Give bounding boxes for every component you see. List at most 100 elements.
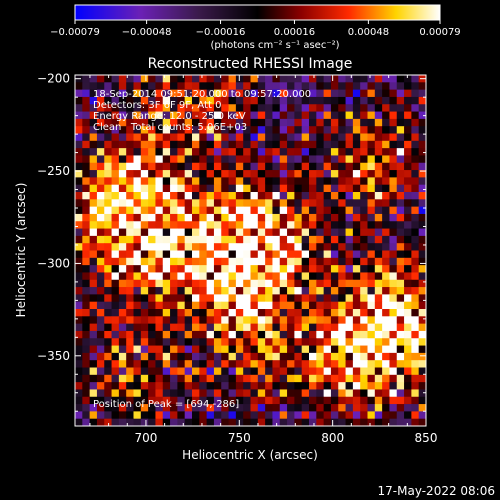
heatmap-cell [404,360,412,368]
heatmap-cell [265,367,273,376]
heatmap-cell [228,192,237,200]
heatmap-cell [104,155,112,164]
heatmap-cell [177,257,186,266]
heatmap-cell [411,396,420,405]
heatmap-cell [155,367,164,376]
heatmap-cell [294,221,303,229]
heatmap-cell [345,104,354,112]
heatmap-cell [382,118,390,127]
heatmap-cell [221,338,229,346]
heatmap-cell [396,309,405,317]
heatmap-cell [367,250,376,259]
heatmap-cell [272,82,281,91]
heatmap-cell [126,82,134,91]
heatmap-cell [265,309,273,317]
heatmap-cell [82,75,91,83]
heatmap-cell [374,250,383,259]
heatmap-cell [184,221,193,229]
heatmap-cell [177,118,186,127]
heatmap-cell [82,213,91,222]
heatmap-cell [104,89,112,98]
heatmap-cell [382,316,390,325]
heatmap-cell [133,294,142,303]
heatmap-cell [345,389,354,398]
heatmap-cell [235,396,244,405]
heatmap-cell [89,404,98,412]
heatmap-cell [235,389,244,398]
heatmap-cell [279,235,288,244]
heatmap-cell [367,82,376,91]
heatmap-cell [309,345,317,354]
heatmap-cell [382,396,390,405]
heatmap-cell [360,148,368,156]
heatmap-cell [396,177,405,186]
heatmap-cell [213,309,222,317]
heatmap-cell [389,221,398,229]
heatmap-cell [323,294,332,303]
heatmap-cell [118,221,127,229]
heatmap-cell [170,367,178,376]
heatmap-cell [213,89,222,98]
heatmap-cell [148,352,156,361]
heatmap-cell [360,345,368,354]
heatmap-cell [235,338,244,346]
heatmap-cell [330,360,339,368]
heatmap-cell [126,338,134,346]
heatmap-cell [104,206,112,215]
heatmap-cell [104,279,112,288]
heatmap-cell [330,330,339,339]
heatmap-cell [126,192,134,200]
heatmap-cell [287,221,295,229]
heatmap-cell [89,367,98,376]
heatmap-cell [330,148,339,156]
heatmap-cell [360,235,368,244]
heatmap-cell [374,272,383,281]
heatmap-cell [418,89,426,98]
heatmap-cell [104,257,112,266]
heatmap-cell [133,360,142,368]
heatmap-cell [279,170,288,178]
heatmap-cell [360,140,368,149]
heatmap-cell [75,184,83,193]
heatmap-cell [184,396,193,405]
heatmap-cell [111,206,120,215]
heatmap-cell [396,228,405,237]
heatmap-cell [352,411,361,420]
heatmap-cell [374,162,383,171]
heatmap-cell [360,228,368,237]
heatmap-cell [140,316,149,325]
heatmap-cell [148,155,156,164]
heatmap-cell [294,389,303,398]
heatmap-cell [330,382,339,390]
heatmap-cell [272,250,281,259]
heatmap-cell [82,170,91,178]
heatmap-cell [294,192,303,200]
heatmap-cell [382,206,390,215]
heatmap-cell [96,367,105,376]
heatmap-cell [309,250,317,259]
heatmap-cell [206,140,215,149]
heatmap-cell [96,170,105,178]
heatmap-cell [352,111,361,120]
heatmap-cell [309,126,317,134]
heatmap-cell [418,330,426,339]
heatmap-cell [360,301,368,310]
x-tick-label: 700 [134,431,157,445]
heatmap-cell [82,374,91,383]
heatmap-cell [294,411,303,420]
heatmap-cell [82,323,91,332]
heatmap-cell [330,96,339,105]
heatmap-cell [162,374,171,383]
heatmap-cell [316,192,325,200]
heatmap-cell [272,133,281,142]
heatmap-cell [96,257,105,266]
heatmap-cell [192,82,200,91]
heatmap-cell [257,184,266,193]
heatmap-cell [184,301,193,310]
heatmap-cell [367,89,376,98]
heatmap-cell [309,140,317,149]
heatmap-cell [199,170,208,178]
annotation-peak-position: Position of Peak = [694,-286] [93,399,239,410]
heatmap-cell [250,265,259,273]
heatmap-cell [316,148,325,156]
